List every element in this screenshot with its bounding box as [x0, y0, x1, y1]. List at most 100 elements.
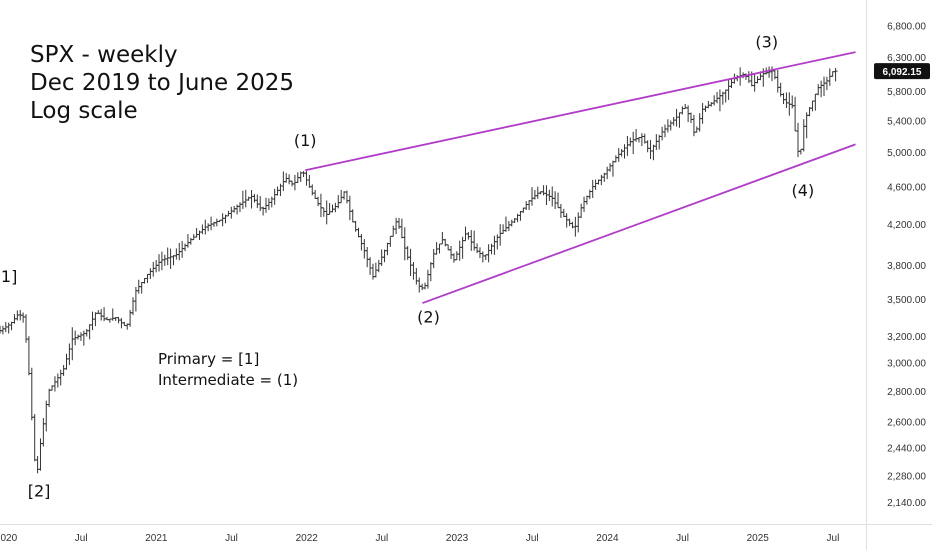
price-bar [402, 227, 407, 261]
price-bar [420, 283, 425, 291]
price-bar [307, 174, 312, 188]
chart-title-line-1: SPX - weekly [30, 42, 178, 68]
wave-label: (3) [755, 33, 778, 52]
price-bar [501, 224, 506, 234]
trendline-upper [305, 51, 856, 172]
wave-label: (2) [417, 308, 440, 327]
price-bar [827, 68, 832, 86]
price-bar [130, 297, 135, 315]
price-bar [449, 245, 454, 260]
price-bar [417, 277, 422, 293]
price-bar [668, 120, 673, 131]
price-bar [480, 251, 485, 263]
price-bar [582, 196, 587, 212]
y-tick-label: 2,600.00 [887, 418, 926, 429]
price-bar [339, 189, 344, 204]
price-bar [715, 91, 720, 104]
price-bar [32, 414, 37, 462]
price-bar [214, 218, 219, 227]
price-bar [365, 246, 370, 268]
price-bar [712, 95, 717, 106]
price-bar [362, 239, 367, 259]
x-tick-label: 2025 [747, 533, 770, 544]
y-tick-label: 3,200.00 [887, 332, 926, 343]
price-bar [58, 369, 63, 386]
x-tick-label: Jul [375, 533, 388, 544]
x-tick-label: Jul [225, 533, 238, 544]
x-tick-label: 2021 [145, 533, 168, 544]
price-bar [691, 114, 696, 137]
price-bar [457, 240, 462, 261]
price-bar [183, 243, 188, 252]
price-bar [333, 202, 338, 213]
price-bar [255, 194, 260, 208]
price-bar [61, 365, 66, 376]
price-bar [370, 263, 375, 280]
price-bar [454, 251, 459, 261]
price-bar [579, 203, 584, 218]
price-bar [674, 108, 679, 127]
price-bar [622, 144, 627, 159]
price-bar [287, 174, 292, 185]
price-bar [654, 134, 659, 150]
price-bar [556, 192, 561, 209]
price-bar [324, 200, 329, 225]
last-price-badge-bg [874, 63, 930, 80]
price-bar [64, 353, 69, 370]
price-bar [506, 220, 511, 232]
y-tick-label: 3,000.00 [887, 359, 926, 370]
price-bar [174, 248, 179, 260]
price-bar [6, 322, 11, 334]
price-bar [408, 248, 413, 277]
price-bar [99, 308, 104, 321]
price-bar [610, 160, 615, 177]
y-tick-label: 2,280.00 [887, 472, 926, 483]
trendline-lower [422, 143, 856, 304]
price-bar [631, 131, 636, 155]
price-bar [590, 179, 595, 198]
price-bar [26, 336, 31, 376]
price-bar [249, 190, 254, 209]
price-bar [29, 367, 34, 421]
y-axis: 2,140.00 2,280.00 2,440.00 2,600.00 2,800.00… [866, 0, 926, 550]
price-bar [70, 327, 75, 361]
price-bar [368, 257, 373, 275]
price-bar [229, 206, 234, 219]
price-bar [139, 281, 144, 294]
price-bar [84, 328, 89, 337]
price-bar [185, 234, 190, 248]
price-bar [157, 254, 162, 272]
price-bars [0, 66, 838, 474]
price-bar [518, 210, 523, 221]
price-bar [703, 105, 708, 112]
price-bar [567, 218, 572, 227]
price-bar [148, 268, 153, 280]
price-bar [804, 112, 809, 139]
price-bar [0, 325, 2, 334]
price-bar [495, 234, 500, 250]
price-bar [414, 267, 419, 285]
price-bar [434, 242, 439, 255]
price-bar [613, 155, 618, 163]
price-bar [347, 195, 352, 221]
price-bar [509, 219, 514, 227]
y-tick-label: 6,800.00 [887, 21, 926, 32]
price-bar [165, 247, 170, 266]
price-bar [336, 195, 341, 209]
price-bar [81, 330, 86, 346]
y-tick-label: 2,140.00 [887, 498, 926, 509]
price-bar [645, 140, 650, 153]
price-bar [639, 133, 644, 147]
price-bar [599, 174, 604, 186]
price-bar [662, 124, 667, 138]
price-bar [781, 93, 786, 105]
price-bar [243, 189, 248, 208]
price-bar [261, 206, 266, 216]
price-bar [697, 113, 702, 132]
price-bar [576, 212, 581, 233]
price-bar [188, 237, 193, 245]
price-bar [87, 324, 92, 340]
x-tick-label: Jul [676, 533, 689, 544]
price-bar [240, 190, 245, 209]
